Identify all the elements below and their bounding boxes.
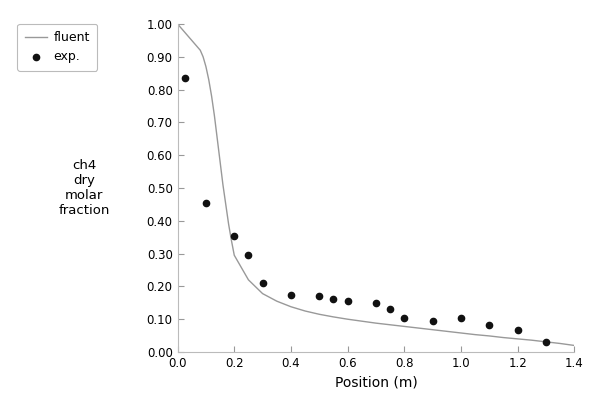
fluent xyxy=(225,222,232,226)
fluent xyxy=(214,136,221,141)
exp. xyxy=(400,315,409,322)
exp. xyxy=(180,75,189,81)
fluent xyxy=(194,44,201,49)
fluent xyxy=(231,253,238,258)
exp. xyxy=(286,291,295,298)
fluent xyxy=(259,291,266,296)
fluent xyxy=(202,64,210,69)
Line: fluent: fluent xyxy=(178,24,574,346)
fluent xyxy=(222,202,229,207)
fluent xyxy=(182,32,189,36)
fluent xyxy=(485,334,493,338)
fluent xyxy=(217,159,224,164)
exp. xyxy=(484,322,494,328)
Y-axis label: ch4
dry
molar
fraction: ch4 dry molar fraction xyxy=(59,159,110,217)
exp. xyxy=(428,318,437,324)
fluent xyxy=(177,25,184,30)
fluent xyxy=(429,327,436,332)
X-axis label: Position (m): Position (m) xyxy=(334,376,417,390)
fluent xyxy=(197,48,204,53)
fluent xyxy=(514,336,521,341)
Legend: fluent, exp.: fluent, exp. xyxy=(17,24,98,71)
fluent xyxy=(228,238,235,243)
fluent xyxy=(175,23,182,28)
fluent xyxy=(458,330,465,335)
fluent xyxy=(372,321,379,326)
exp. xyxy=(230,232,239,239)
exp. xyxy=(343,297,352,304)
fluent xyxy=(191,41,198,46)
exp. xyxy=(371,300,381,307)
fluent xyxy=(188,38,195,43)
fluent xyxy=(401,324,408,329)
fluent xyxy=(542,340,549,344)
fluent xyxy=(211,114,218,118)
fluent xyxy=(387,322,394,327)
exp. xyxy=(541,338,551,345)
fluent xyxy=(528,338,535,342)
fluent xyxy=(287,304,294,309)
fluent xyxy=(330,314,337,319)
fluent xyxy=(174,22,181,26)
fluent xyxy=(358,319,365,324)
fluent xyxy=(500,335,507,340)
exp. xyxy=(314,293,324,300)
fluent xyxy=(274,299,281,304)
exp. xyxy=(329,295,338,302)
exp. xyxy=(244,252,253,258)
fluent xyxy=(301,309,308,314)
fluent xyxy=(245,278,252,282)
fluent xyxy=(220,182,227,187)
exp. xyxy=(258,280,268,286)
fluent xyxy=(208,94,215,98)
fluent xyxy=(415,326,422,330)
fluent xyxy=(316,312,323,317)
exp. xyxy=(513,326,522,333)
exp. xyxy=(201,200,211,206)
fluent xyxy=(180,28,187,33)
fluent xyxy=(556,341,564,346)
fluent xyxy=(571,343,578,348)
fluent xyxy=(200,54,207,59)
exp. xyxy=(456,314,466,321)
fluent xyxy=(344,317,351,322)
fluent xyxy=(443,329,451,334)
fluent xyxy=(471,332,478,337)
exp. xyxy=(385,306,395,312)
fluent xyxy=(205,77,213,82)
fluent xyxy=(185,35,192,40)
